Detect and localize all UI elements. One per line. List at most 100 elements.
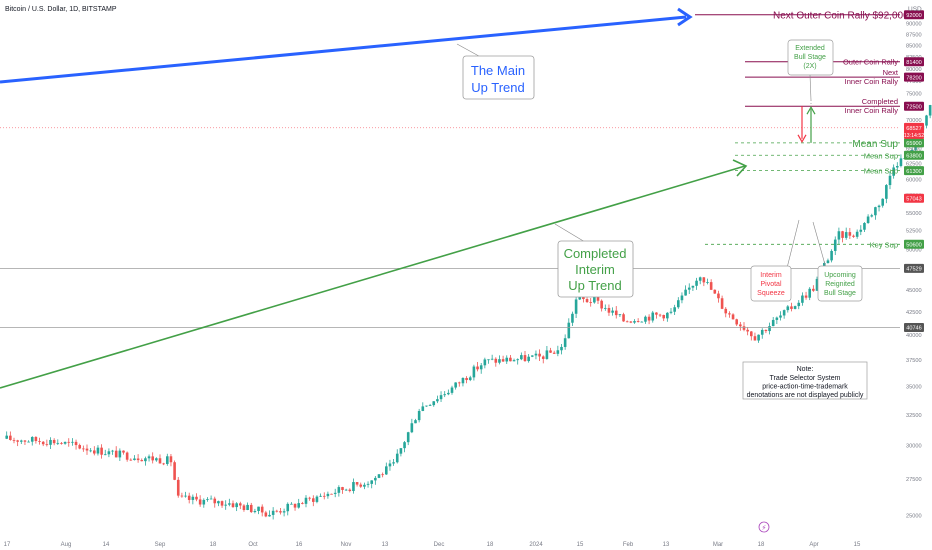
- candle-body: [333, 492, 337, 494]
- candle-body: [487, 359, 490, 361]
- countdown-text: 13:14:52: [904, 133, 924, 139]
- interim-trend-label: Interim: [575, 262, 615, 277]
- extended-stage-label: Bull Stage: [794, 54, 826, 61]
- candle-body: [768, 326, 771, 332]
- candle-body: [96, 447, 100, 454]
- candle-body: [38, 441, 41, 442]
- candle-body: [191, 496, 195, 500]
- candle-body: [202, 499, 206, 505]
- candle-body: [443, 394, 446, 396]
- x-tick-label: Mar: [713, 542, 723, 548]
- candle-body: [750, 331, 753, 337]
- level-label: Next Outer Coin Rally $92,000: [773, 11, 909, 22]
- price-label-text: 63800: [906, 153, 922, 159]
- candle-body: [348, 489, 352, 492]
- candle-body: [12, 439, 16, 441]
- candle-body: [651, 312, 655, 321]
- squeeze-label: Interim: [760, 272, 782, 279]
- candle-body: [669, 311, 673, 313]
- interim-trend-label: Up Trend: [568, 278, 621, 293]
- candle-body: [560, 346, 563, 351]
- candle-body: [764, 329, 768, 332]
- main-trend-label: Up Trend: [471, 80, 524, 95]
- candle-body: [9, 435, 12, 440]
- candle-body: [133, 458, 136, 461]
- candle-body: [618, 314, 622, 316]
- candle-body: [85, 448, 89, 451]
- price-label-text: 47529: [906, 267, 922, 273]
- x-tick-label: 13: [663, 542, 670, 548]
- candle-body: [395, 453, 399, 463]
- candle-body: [629, 321, 633, 323]
- candle-body: [465, 377, 468, 381]
- current-price-text: 68527: [906, 126, 922, 132]
- candle-body: [103, 454, 107, 456]
- candle-body: [63, 441, 67, 444]
- candle-body: [742, 326, 746, 330]
- price-label-text: 65900: [906, 141, 922, 147]
- candle-body: [67, 441, 71, 443]
- candle-body: [677, 300, 680, 308]
- candle-body: [30, 437, 34, 442]
- candle-body: [596, 296, 600, 301]
- candle-body: [614, 310, 618, 316]
- candle-body: [516, 359, 519, 361]
- candle-body: [173, 462, 176, 480]
- candle-body: [844, 232, 848, 238]
- candle-body: [377, 474, 381, 478]
- price-label-box: [904, 72, 924, 82]
- price-label-box: [904, 101, 924, 111]
- y-tick-label: 50000: [906, 247, 922, 253]
- candle-body: [523, 355, 527, 362]
- candle-body: [852, 235, 855, 237]
- candle-body: [808, 288, 811, 298]
- candle-body: [534, 353, 538, 356]
- candle-body: [585, 299, 589, 303]
- candle-body: [60, 442, 63, 444]
- level-label: Inner Coin Rally: [845, 106, 899, 115]
- candle-body: [231, 503, 235, 508]
- lightning-icon-glyph: ⚡: [762, 524, 767, 532]
- candle-body: [125, 452, 129, 460]
- price-label-box: [904, 166, 924, 176]
- candle-body: [71, 441, 74, 443]
- candle-body: [45, 444, 49, 446]
- candle-body: [636, 321, 640, 322]
- candle-body: [118, 450, 122, 458]
- candle-body: [848, 232, 852, 236]
- y-tick-label: 35000: [906, 384, 922, 390]
- candle-body: [691, 285, 695, 288]
- candle-body: [74, 441, 78, 446]
- candle-body: [925, 115, 928, 126]
- candle-body: [417, 410, 421, 421]
- candle-body: [388, 463, 392, 467]
- candle-body: [779, 315, 782, 318]
- price-label-box: [904, 138, 924, 148]
- y-tick-label: 55000: [906, 211, 922, 217]
- candle-body: [746, 329, 749, 332]
- candle-body: [790, 306, 793, 309]
- price-label-box: [904, 150, 924, 160]
- x-tick-label: Feb: [623, 542, 634, 548]
- y-tick-label: 27500: [906, 477, 922, 483]
- candle-body: [735, 319, 738, 325]
- candle-body: [658, 314, 662, 316]
- squeeze-label: Squeeze: [757, 290, 785, 297]
- y-tick-label: 65000: [906, 147, 922, 153]
- candle-body: [720, 298, 724, 309]
- candle-body: [114, 450, 118, 458]
- candle-body: [647, 316, 651, 321]
- currency-label: USD: [908, 6, 922, 13]
- candle-body: [881, 198, 884, 206]
- candle-body: [111, 450, 114, 452]
- candle-body: [855, 231, 859, 237]
- candle-body: [556, 350, 560, 354]
- candle-body: [82, 448, 85, 450]
- x-tick-label: Oct: [248, 542, 258, 548]
- candle-body: [381, 474, 384, 476]
- candle-body: [344, 489, 348, 491]
- candle-body: [206, 499, 209, 500]
- candle-body: [468, 377, 472, 381]
- callout-leader: [786, 219, 800, 269]
